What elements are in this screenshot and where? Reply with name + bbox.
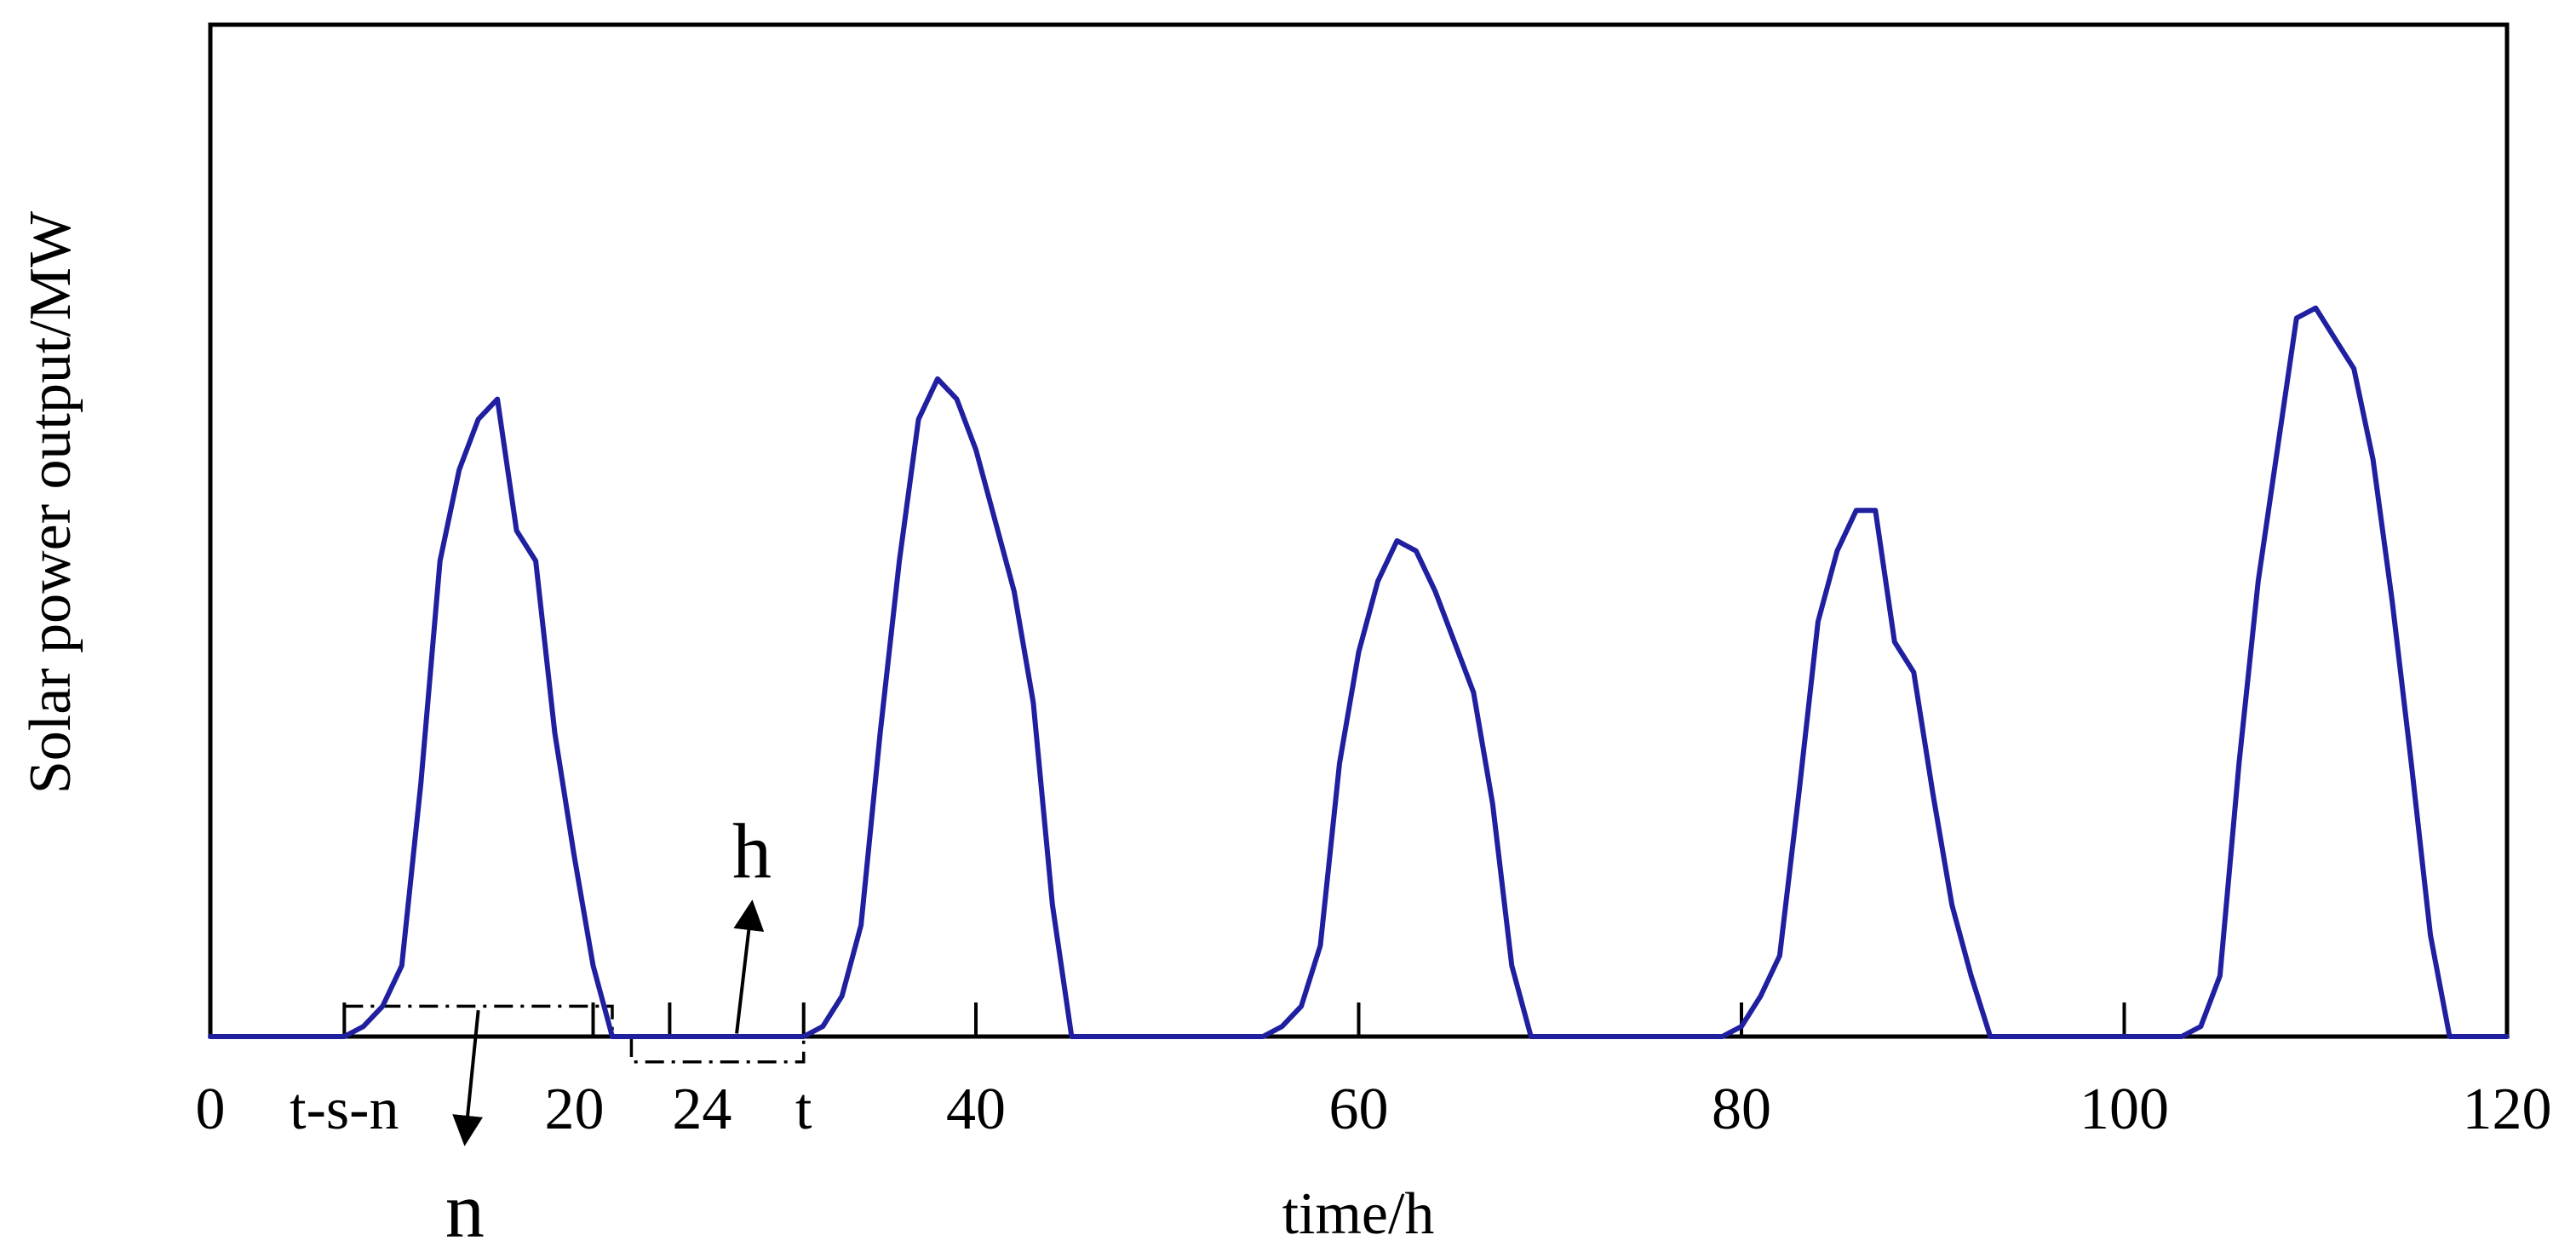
plot-frame (208, 22, 2510, 1039)
x-tick-label-60: 60 (1329, 1077, 1389, 1142)
x-tick-label-t-s-n: t-s-n (290, 1077, 399, 1142)
x-tick-label-20: 20 (545, 1077, 605, 1142)
x-tick-label-100: 100 (2080, 1077, 2169, 1142)
annotation-label-h: h (732, 807, 772, 894)
series (208, 305, 2510, 1039)
annotation-arrow-n (452, 1009, 484, 1146)
x-tick-label-40: 40 (946, 1077, 1006, 1142)
x-tick-label-t: t (795, 1077, 812, 1142)
x-tick-label-120: 120 (2463, 1077, 2552, 1142)
x-axis-label: time/h (1282, 1181, 1435, 1247)
series-line-1 (208, 305, 2510, 1039)
annotation-label-n: n (445, 1167, 485, 1254)
annotation-box-4 (629, 1035, 806, 1064)
x-tick-label-24: 24 (672, 1077, 731, 1142)
annotation-arrow-h (733, 899, 765, 1034)
x-ticks: 0 t-s-n 20 24 t 40 60 80 100 120 (196, 1002, 2552, 1142)
x-tick-label-80: 80 (1712, 1077, 1771, 1142)
x-tick-label-0: 0 (196, 1077, 226, 1142)
y-axis-label: Solar power output/MW (18, 211, 83, 794)
